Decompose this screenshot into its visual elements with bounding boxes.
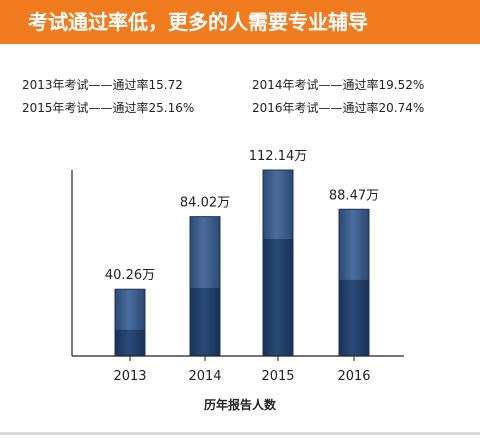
bar-2015	[262, 169, 294, 357]
bar-pass-segment	[190, 287, 220, 356]
bar-2013	[114, 288, 146, 357]
header-banner: 考试通过率低，更多的人需要专业辅导	[0, 0, 480, 44]
bar-2016	[338, 208, 370, 357]
stat-2015: 2015年考试——通过率25.16%	[22, 101, 195, 115]
x-tick-label: 2016	[337, 369, 370, 384]
bar-value-label: 88.47万	[329, 188, 379, 203]
stat-2016: 2016年考试——通过率20.74%	[252, 101, 425, 115]
x-tick-label: 2015	[261, 369, 294, 384]
bar-pass-segment	[339, 279, 369, 356]
bar-value-label: 40.26万	[105, 268, 155, 283]
bar-chart: 40.26万 84.02万 112.14万 88.47万 2013 2014 2015 20…	[71, 150, 404, 384]
stat-2013: 2013年考试——通过率15.72	[22, 78, 183, 92]
bar-2014	[189, 216, 221, 357]
banner-title: 考试通过率低，更多的人需要专业辅导	[28, 10, 368, 34]
bottom-divider	[0, 432, 480, 435]
x-axis-title: 历年报告人数	[203, 398, 276, 412]
bar-pass-segment	[115, 329, 145, 356]
stat-2014: 2014年考试——通过率19.52%	[252, 78, 425, 92]
bar-value-label: 84.02万	[180, 196, 230, 211]
x-tick-label: 2013	[113, 369, 146, 384]
bar-value-label: 112.14万	[249, 150, 308, 164]
bar-pass-segment	[263, 239, 293, 356]
x-tick-label: 2014	[188, 369, 221, 384]
